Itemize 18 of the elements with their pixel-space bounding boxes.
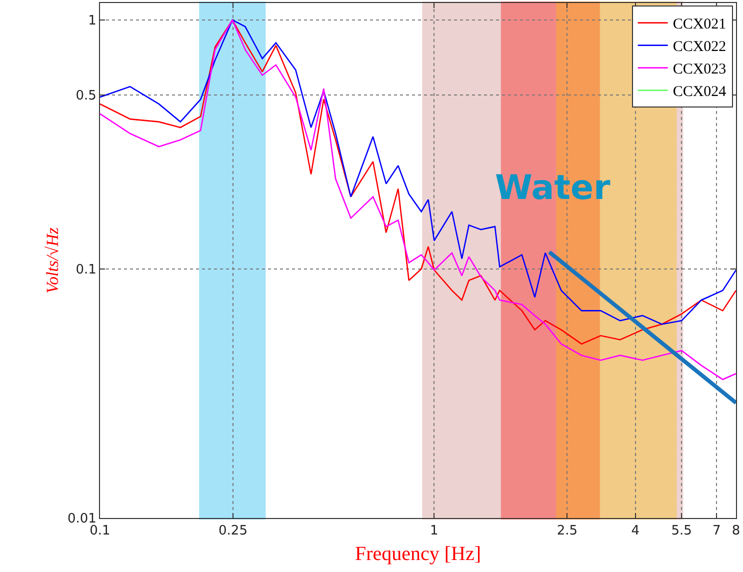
- y-axis-title: Volts/√Hz: [42, 227, 62, 294]
- x-tick-label: 5.5: [671, 524, 692, 539]
- x-tick-label: 4: [631, 524, 640, 539]
- y-tick-label: 1: [88, 14, 96, 29]
- legend-label: CCX021: [672, 16, 726, 33]
- x-tick-label: 8: [732, 524, 740, 539]
- y-tick-label: 0.5: [76, 88, 96, 104]
- x-tick-label: 7: [712, 524, 721, 539]
- legend-label: CCX024: [672, 84, 727, 100]
- x-tick-label: 0.25: [218, 524, 248, 539]
- legend-label: CCX022: [672, 39, 726, 56]
- x-tick-label: 0.1: [90, 524, 110, 539]
- x-tick-label: 1: [430, 524, 438, 539]
- band-label: Water: [495, 168, 611, 208]
- x-axis-title: Frequency [Hz]: [354, 543, 482, 566]
- y-tick-label: 0.1: [76, 262, 96, 278]
- x-tick-label: 2.5: [556, 524, 578, 539]
- legend-label: CCX023: [672, 62, 726, 78]
